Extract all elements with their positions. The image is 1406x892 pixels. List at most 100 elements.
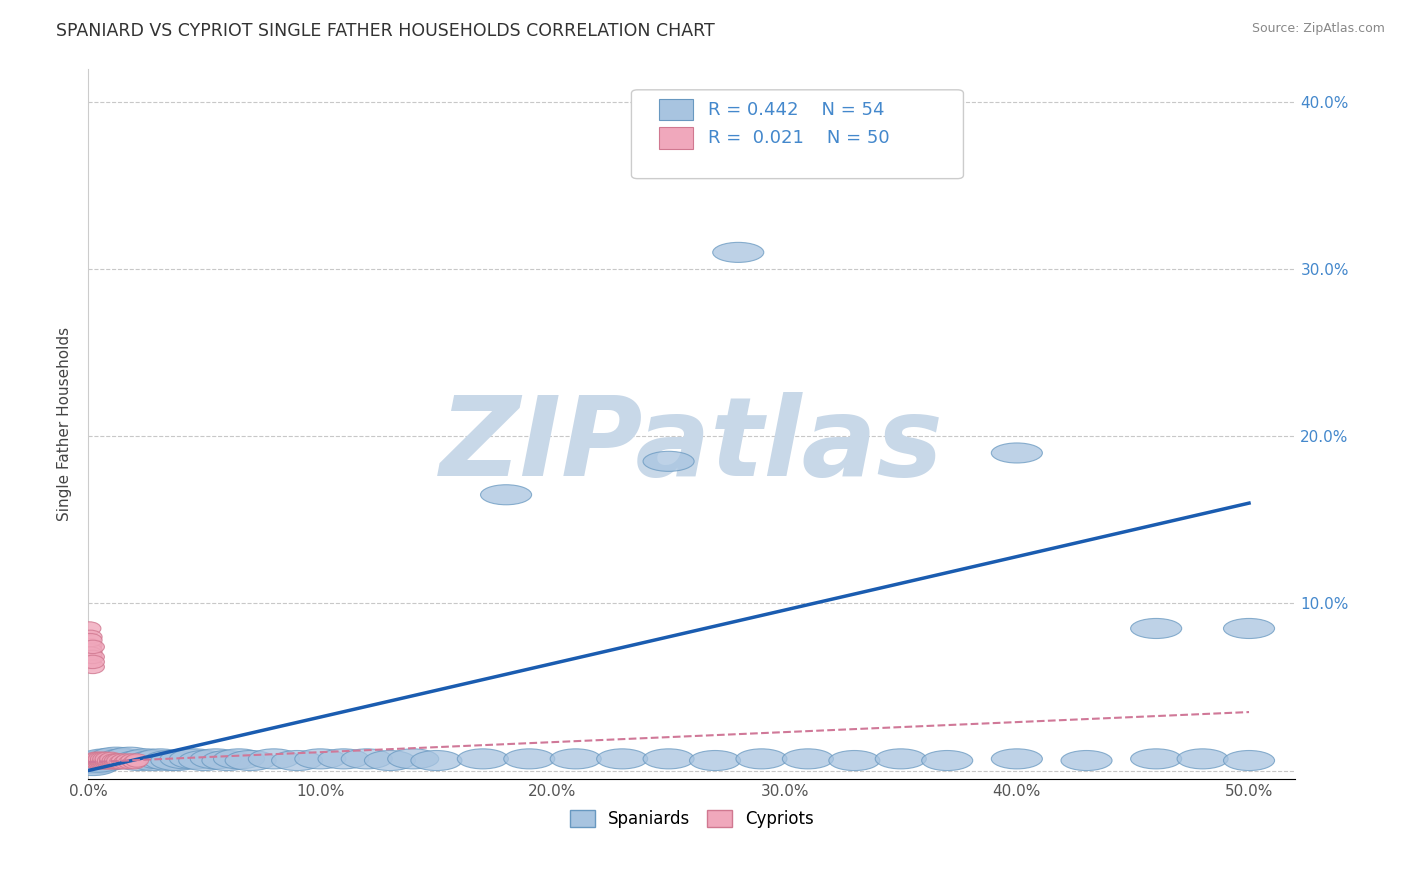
Ellipse shape xyxy=(107,756,129,769)
Ellipse shape xyxy=(100,756,122,769)
Ellipse shape xyxy=(143,750,195,771)
Ellipse shape xyxy=(104,756,128,769)
Ellipse shape xyxy=(550,748,602,769)
Ellipse shape xyxy=(104,747,156,767)
Ellipse shape xyxy=(76,750,128,771)
Ellipse shape xyxy=(364,750,416,771)
Ellipse shape xyxy=(90,747,142,767)
Ellipse shape xyxy=(121,748,172,769)
Ellipse shape xyxy=(89,752,111,765)
Ellipse shape xyxy=(77,656,101,669)
Ellipse shape xyxy=(122,756,146,769)
Ellipse shape xyxy=(190,748,242,769)
Text: R = 0.442    N = 54: R = 0.442 N = 54 xyxy=(707,101,884,119)
Ellipse shape xyxy=(295,748,346,769)
Ellipse shape xyxy=(79,630,103,643)
Ellipse shape xyxy=(225,750,276,771)
Ellipse shape xyxy=(100,754,122,767)
Ellipse shape xyxy=(121,754,143,767)
Ellipse shape xyxy=(107,754,129,767)
Ellipse shape xyxy=(503,748,555,769)
Ellipse shape xyxy=(114,750,165,771)
Bar xyxy=(659,99,693,120)
Ellipse shape xyxy=(97,756,121,769)
Ellipse shape xyxy=(202,750,253,771)
Ellipse shape xyxy=(118,756,142,769)
Text: R =  0.021    N = 50: R = 0.021 N = 50 xyxy=(707,129,889,147)
Ellipse shape xyxy=(97,754,121,767)
Ellipse shape xyxy=(318,748,370,769)
Ellipse shape xyxy=(411,750,463,771)
Ellipse shape xyxy=(86,756,110,769)
Ellipse shape xyxy=(79,647,103,660)
Ellipse shape xyxy=(713,243,763,262)
Ellipse shape xyxy=(93,754,117,767)
Ellipse shape xyxy=(93,752,117,765)
Ellipse shape xyxy=(991,748,1042,769)
Ellipse shape xyxy=(82,660,104,673)
Ellipse shape xyxy=(77,639,101,652)
Ellipse shape xyxy=(128,750,179,771)
Text: ZIPatlas: ZIPatlas xyxy=(440,392,943,499)
Legend: Spaniards, Cypriots: Spaniards, Cypriots xyxy=(562,803,821,835)
Ellipse shape xyxy=(96,756,118,769)
Ellipse shape xyxy=(875,748,927,769)
Ellipse shape xyxy=(96,754,118,767)
Ellipse shape xyxy=(135,748,186,769)
Ellipse shape xyxy=(104,754,128,767)
Ellipse shape xyxy=(97,748,149,769)
Ellipse shape xyxy=(457,748,509,769)
Ellipse shape xyxy=(481,484,531,505)
Ellipse shape xyxy=(69,754,121,774)
Ellipse shape xyxy=(388,748,439,769)
Ellipse shape xyxy=(83,752,107,765)
Bar xyxy=(659,128,693,149)
Ellipse shape xyxy=(103,756,125,769)
Ellipse shape xyxy=(79,650,103,664)
Ellipse shape xyxy=(160,748,211,769)
Ellipse shape xyxy=(83,754,107,767)
Ellipse shape xyxy=(90,754,114,767)
Ellipse shape xyxy=(1130,748,1181,769)
Ellipse shape xyxy=(828,750,880,771)
Ellipse shape xyxy=(72,752,122,772)
Ellipse shape xyxy=(643,748,695,769)
Ellipse shape xyxy=(83,748,135,769)
Ellipse shape xyxy=(67,756,118,775)
Ellipse shape xyxy=(689,750,741,771)
Ellipse shape xyxy=(169,748,221,769)
Ellipse shape xyxy=(114,756,136,769)
Ellipse shape xyxy=(89,756,111,769)
Ellipse shape xyxy=(249,748,299,769)
Ellipse shape xyxy=(93,756,117,769)
Ellipse shape xyxy=(1223,750,1275,771)
Ellipse shape xyxy=(271,750,322,771)
Ellipse shape xyxy=(117,754,139,767)
Ellipse shape xyxy=(75,752,125,772)
Ellipse shape xyxy=(214,748,264,769)
Ellipse shape xyxy=(110,756,132,769)
Ellipse shape xyxy=(79,639,103,652)
Ellipse shape xyxy=(735,748,787,769)
Ellipse shape xyxy=(79,633,103,647)
Ellipse shape xyxy=(89,754,111,767)
Ellipse shape xyxy=(90,752,114,765)
FancyBboxPatch shape xyxy=(631,90,963,178)
Ellipse shape xyxy=(86,754,110,767)
Y-axis label: Single Father Households: Single Father Households xyxy=(58,326,72,521)
Ellipse shape xyxy=(922,750,973,771)
Ellipse shape xyxy=(1130,618,1181,639)
Ellipse shape xyxy=(782,748,834,769)
Ellipse shape xyxy=(77,622,101,635)
Ellipse shape xyxy=(150,750,202,771)
Text: SPANIARD VS CYPRIOT SINGLE FATHER HOUSEHOLDS CORRELATION CHART: SPANIARD VS CYPRIOT SINGLE FATHER HOUSEH… xyxy=(56,22,716,40)
Ellipse shape xyxy=(125,754,149,767)
Ellipse shape xyxy=(82,640,104,654)
Ellipse shape xyxy=(1177,748,1227,769)
Ellipse shape xyxy=(179,750,229,771)
Ellipse shape xyxy=(83,756,107,769)
Ellipse shape xyxy=(86,752,110,765)
Ellipse shape xyxy=(103,754,125,767)
Ellipse shape xyxy=(596,748,648,769)
Ellipse shape xyxy=(82,650,104,664)
